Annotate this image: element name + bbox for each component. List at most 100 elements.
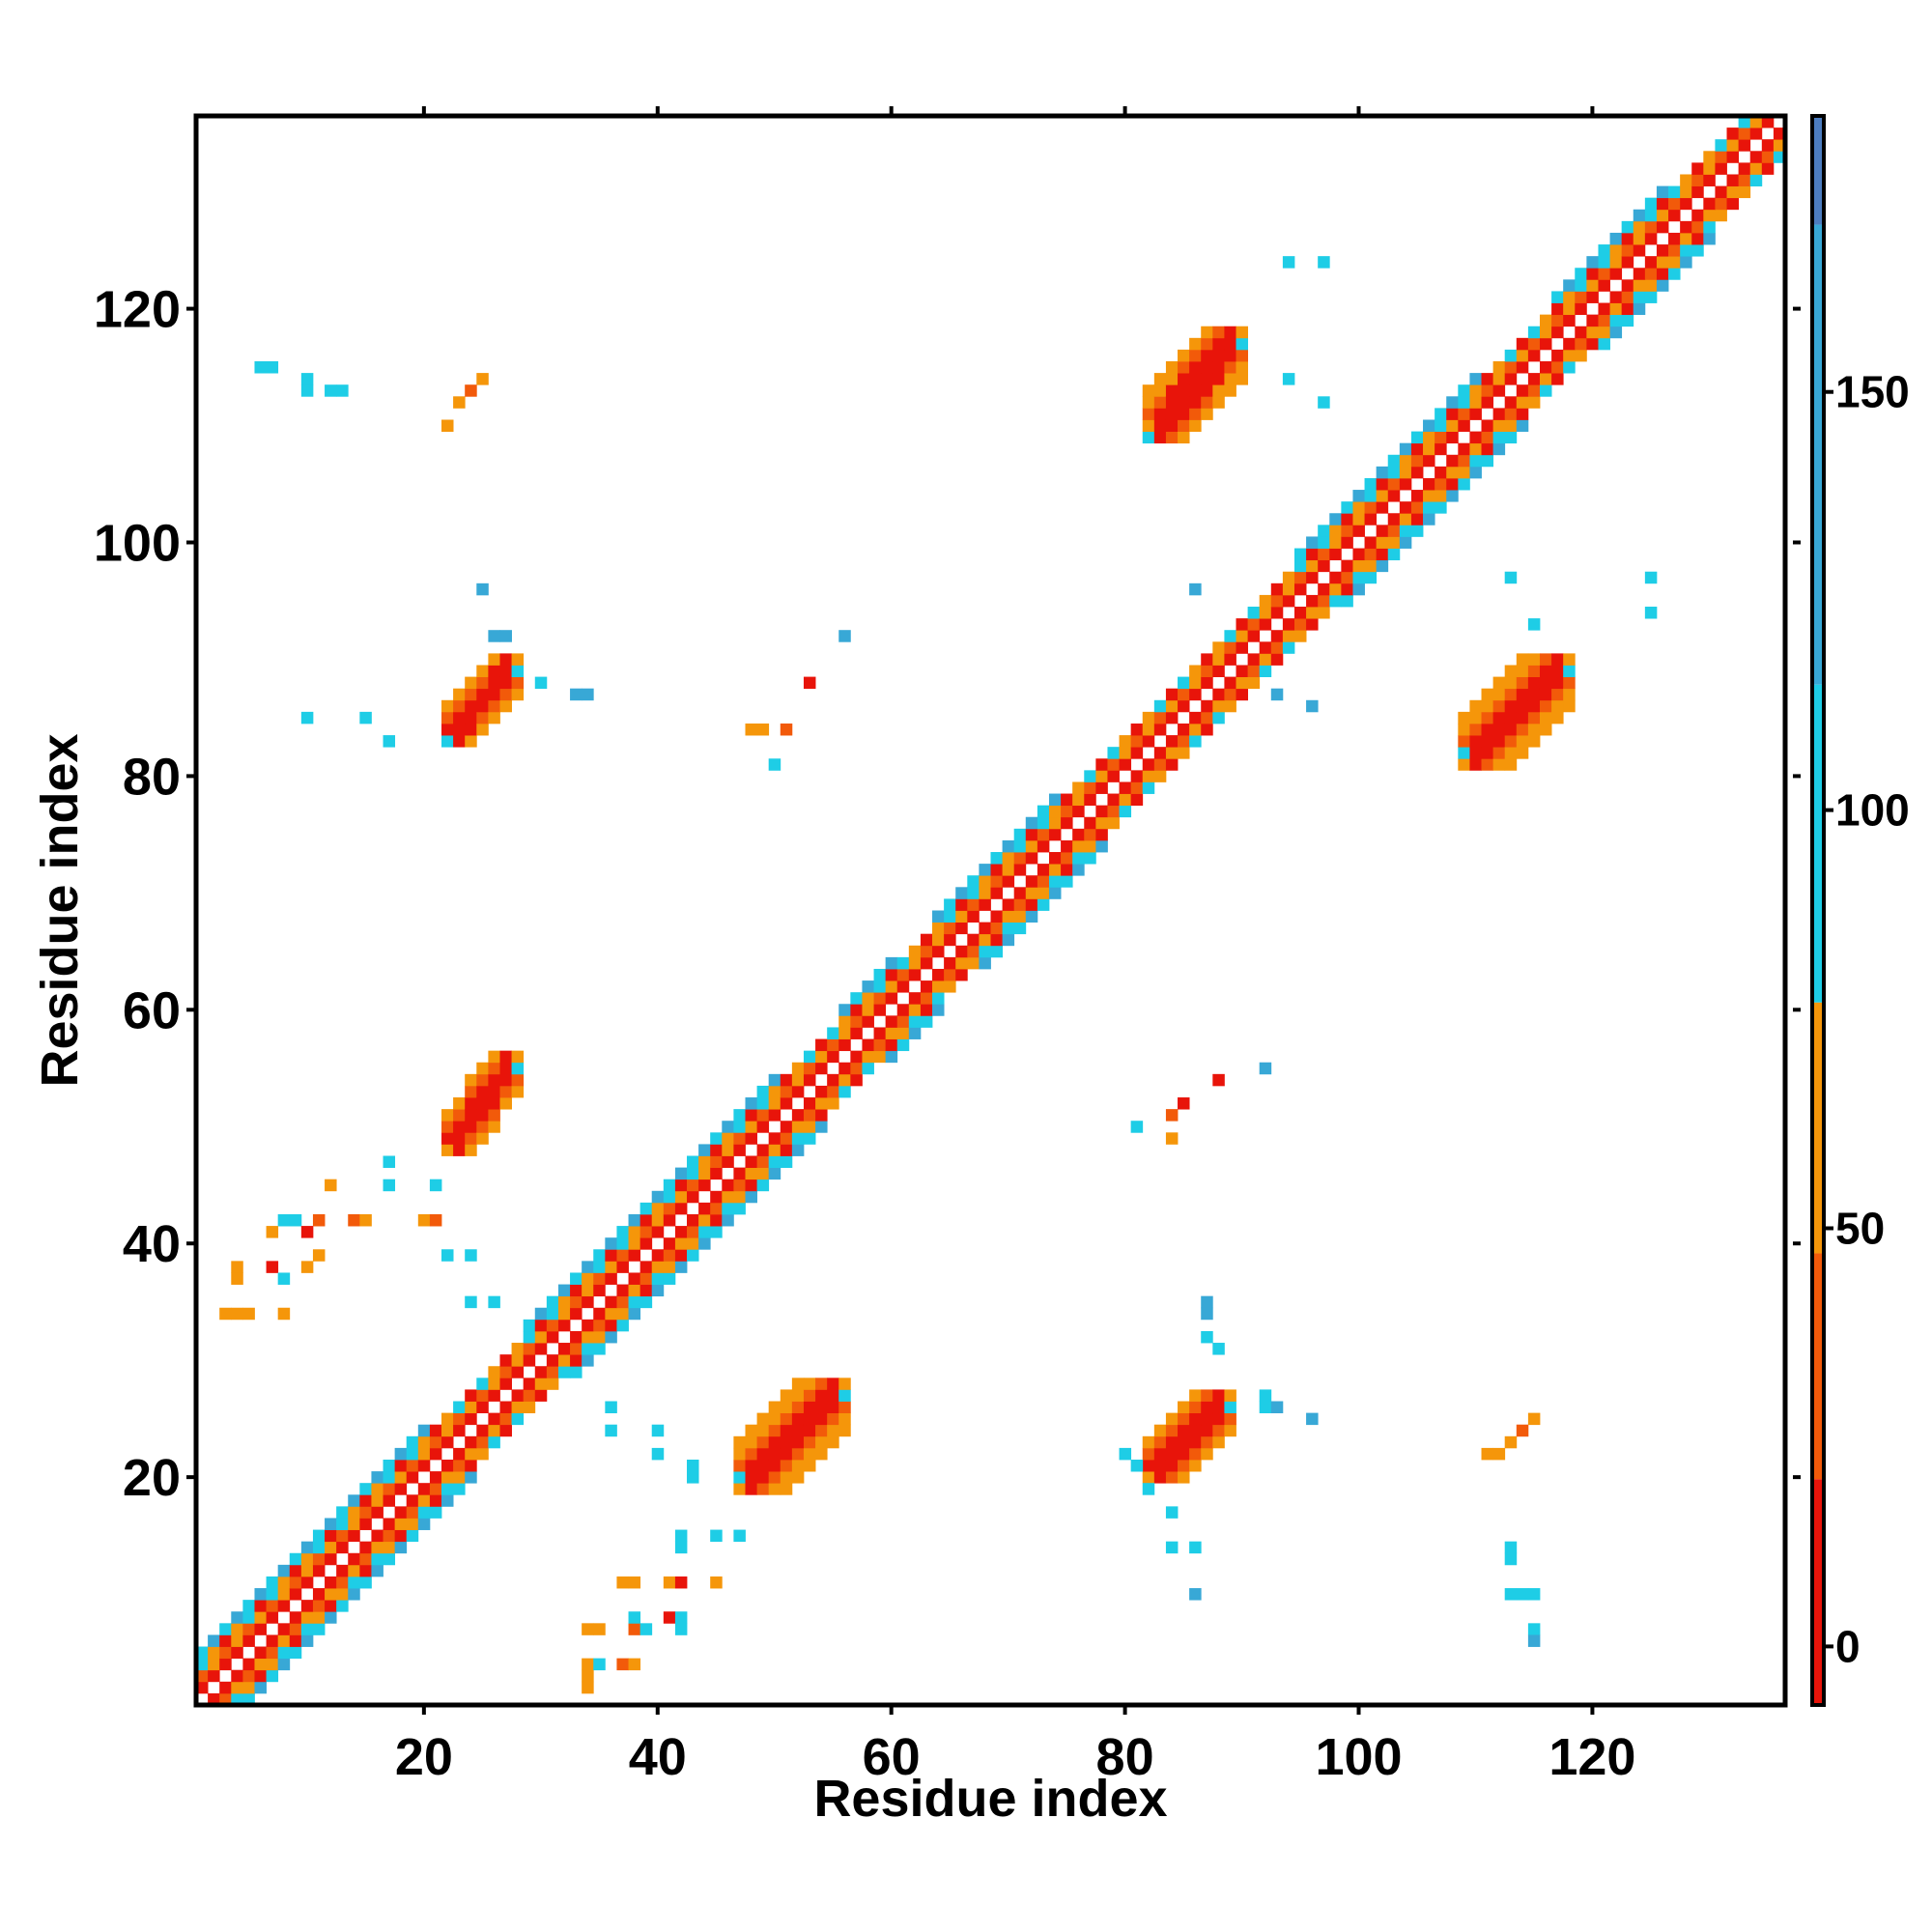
heatmap-cell	[1551, 676, 1564, 690]
heatmap-cell	[1189, 361, 1202, 374]
heatmap-cell	[885, 968, 898, 981]
heatmap-cell	[1061, 839, 1073, 853]
heatmap-cell	[967, 933, 980, 947]
heatmap-cell	[1201, 384, 1213, 397]
heatmap-cell	[1352, 525, 1365, 537]
heatmap-cell	[1633, 279, 1646, 292]
heatmap-cell	[1469, 466, 1482, 479]
heatmap-cell	[499, 676, 512, 690]
heatmap-cell	[1165, 396, 1179, 409]
heatmap-cell	[1726, 174, 1740, 186]
heatmap-cell	[476, 1062, 489, 1075]
heatmap-cell	[1680, 220, 1692, 234]
heatmap-cell	[476, 1109, 489, 1122]
heatmap-cell	[465, 384, 477, 397]
heatmap-cell	[1387, 454, 1401, 468]
heatmap-cell	[1153, 384, 1167, 397]
heatmap-cell	[417, 1483, 431, 1495]
heatmap-cell	[254, 1681, 267, 1694]
heatmap-cell	[616, 1307, 629, 1321]
heatmap-cell	[1224, 641, 1236, 654]
heatmap-cell	[605, 1295, 617, 1309]
heatmap-cell	[687, 1226, 699, 1238]
heatmap-cell	[756, 1435, 770, 1449]
heatmap-cell	[1224, 1389, 1236, 1402]
heatmap-cell	[300, 384, 314, 397]
heatmap-cell	[605, 1237, 617, 1250]
heatmap-cell	[1435, 466, 1447, 479]
heatmap-cell	[896, 956, 910, 970]
heatmap-cell	[780, 1459, 793, 1472]
heatmap-cell	[1527, 1588, 1541, 1601]
heatmap-cell	[441, 1483, 454, 1495]
heatmap-cell	[312, 1600, 326, 1612]
heatmap-cell	[325, 1611, 337, 1624]
heatmap-cell	[1598, 337, 1610, 351]
heatmap-cell	[546, 1307, 559, 1321]
heatmap-cell	[453, 1424, 466, 1437]
heatmap-cell	[1178, 1412, 1190, 1426]
heatmap-cell	[1352, 571, 1365, 584]
heatmap-cell	[803, 1050, 816, 1064]
heatmap-cell	[1527, 711, 1541, 724]
heatmap-cell	[406, 1518, 419, 1530]
heatmap-cell	[465, 1249, 477, 1262]
heatmap-cell	[1189, 1447, 1202, 1461]
heatmap-cell	[1551, 361, 1564, 374]
heatmap-cell	[1341, 594, 1353, 608]
heatmap-cell	[523, 1389, 536, 1402]
heatmap-cell	[277, 1272, 291, 1285]
heatmap-cell	[1236, 665, 1249, 677]
heatmap-cell	[628, 1284, 641, 1297]
heatmap-cell	[1563, 676, 1576, 690]
heatmap-cell	[289, 1646, 302, 1660]
heatmap-cell	[1282, 594, 1295, 608]
heatmap-cell	[1446, 431, 1459, 444]
heatmap-cell	[780, 1483, 793, 1495]
heatmap-cell	[499, 665, 512, 677]
heatmap-cell	[628, 1295, 641, 1309]
heatmap-cell	[570, 1366, 582, 1378]
heatmap-cell	[277, 1600, 291, 1612]
heatmap-cell	[1178, 431, 1190, 444]
heatmap-cell	[979, 922, 991, 935]
heatmap-cell	[289, 1611, 302, 1624]
heatmap-cell	[1002, 864, 1015, 876]
heatmap-cell	[488, 676, 500, 690]
heatmap-cell	[196, 1669, 209, 1683]
heatmap-cell	[1037, 898, 1050, 911]
heatmap-cell	[1644, 197, 1658, 211]
heatmap-cell	[1598, 256, 1610, 269]
heatmap-cell	[1469, 454, 1482, 468]
heatmap-cell	[1691, 220, 1704, 234]
heatmap-cell	[1364, 548, 1378, 561]
heatmap-cell	[1423, 477, 1435, 491]
heatmap-cell	[1259, 618, 1272, 631]
heatmap-cell	[803, 1459, 816, 1472]
heatmap-cell	[1212, 641, 1225, 654]
heatmap-cell	[838, 1038, 851, 1052]
heatmap-cell	[896, 1004, 910, 1016]
heatmap-cell	[1236, 641, 1249, 654]
heatmap-cell	[1504, 1588, 1518, 1601]
heatmap-cell	[1691, 185, 1704, 199]
heatmap-cell	[1178, 1097, 1190, 1110]
heatmap-cell	[651, 1284, 665, 1297]
heatmap-cell	[208, 1646, 220, 1660]
heatmap-cell	[1656, 244, 1669, 257]
heatmap-cell	[1527, 337, 1541, 351]
heatmap-cell	[546, 1295, 559, 1309]
heatmap-cell	[534, 1343, 548, 1355]
heatmap-cell	[768, 758, 781, 771]
heatmap-cell	[791, 1471, 805, 1484]
heatmap-cell	[896, 1015, 910, 1028]
heatmap-cell	[944, 968, 956, 981]
heatmap-cell	[791, 1389, 805, 1402]
heatmap-cell	[1469, 396, 1482, 409]
heatmap-cell	[476, 1389, 489, 1402]
heatmap-cell	[990, 945, 1003, 958]
heatmap-cell	[476, 1121, 489, 1133]
heatmap-cell	[476, 699, 489, 713]
heatmap-cell	[1270, 641, 1284, 654]
heatmap-cell	[1703, 232, 1716, 245]
